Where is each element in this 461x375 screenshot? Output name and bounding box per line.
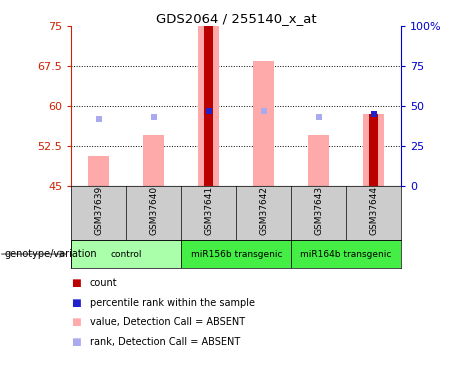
- Text: rank, Detection Call = ABSENT: rank, Detection Call = ABSENT: [90, 337, 240, 346]
- Bar: [291, 240, 401, 268]
- Text: ■: ■: [71, 337, 81, 346]
- Text: miR164b transgenic: miR164b transgenic: [301, 250, 392, 259]
- Text: GSM37643: GSM37643: [314, 186, 323, 235]
- Text: miR156b transgenic: miR156b transgenic: [190, 250, 282, 259]
- Text: GSM37640: GSM37640: [149, 186, 159, 235]
- Text: ■: ■: [71, 317, 81, 327]
- Title: GDS2064 / 255140_x_at: GDS2064 / 255140_x_at: [156, 12, 317, 25]
- Bar: [363, 114, 384, 186]
- Bar: [89, 156, 109, 186]
- Text: percentile rank within the sample: percentile rank within the sample: [90, 298, 255, 307]
- Bar: [71, 240, 181, 268]
- Text: GSM37644: GSM37644: [369, 186, 378, 235]
- Text: GSM37641: GSM37641: [204, 186, 213, 235]
- Bar: [253, 61, 274, 186]
- Text: ■: ■: [71, 278, 81, 288]
- Text: GSM37642: GSM37642: [259, 186, 268, 235]
- Text: control: control: [111, 250, 142, 259]
- Text: count: count: [90, 278, 118, 288]
- Text: GSM37639: GSM37639: [95, 186, 103, 235]
- Bar: [369, 114, 378, 186]
- Bar: [143, 135, 164, 186]
- Bar: [308, 135, 329, 186]
- Text: ■: ■: [71, 298, 81, 307]
- Text: value, Detection Call = ABSENT: value, Detection Call = ABSENT: [90, 317, 245, 327]
- Bar: [181, 240, 291, 268]
- Text: genotype/variation: genotype/variation: [5, 249, 97, 259]
- Bar: [204, 26, 213, 186]
- Bar: [198, 26, 219, 186]
